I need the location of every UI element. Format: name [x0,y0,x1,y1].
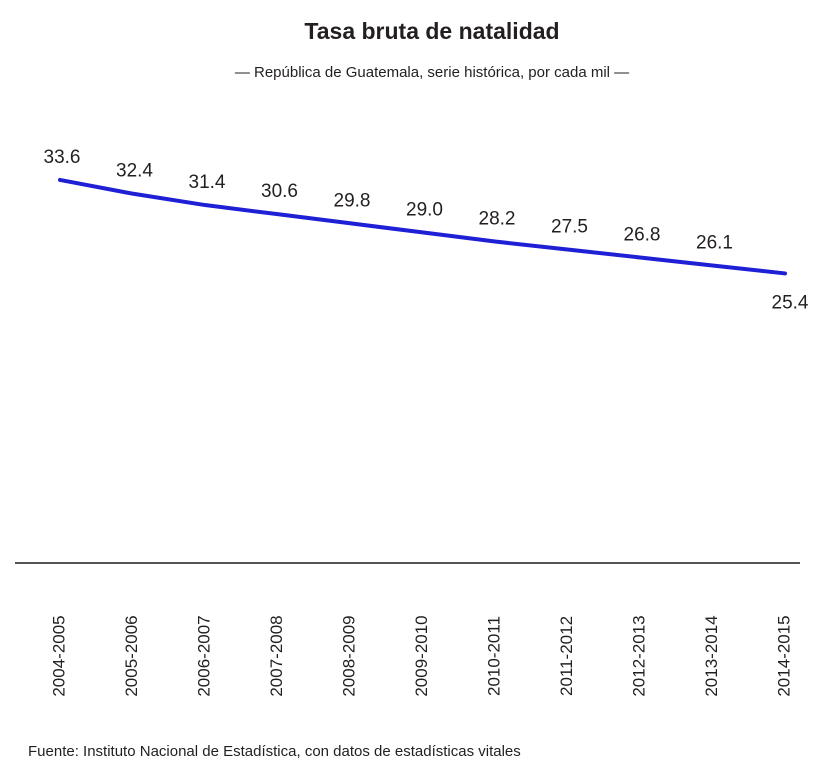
data-label: 25.4 [772,292,809,313]
data-label: 26.8 [624,224,661,245]
data-label: 29.8 [334,190,371,211]
x-tick-label: 2008-2009 [339,615,358,696]
x-tick-label: 2009-2010 [412,615,431,696]
data-label: 31.4 [189,172,226,193]
data-label: 30.6 [261,181,298,202]
data-label: 26.1 [696,232,733,253]
data-label: 27.5 [551,217,588,238]
x-tick-label: 2007-2008 [267,615,286,696]
source-note: Fuente: Instituto Nacional de Estadístic… [28,743,521,760]
data-label: 28.2 [479,209,516,230]
x-tick-label: 2014-2015 [774,615,793,696]
x-tick-label: 2010-2011 [484,616,503,696]
x-tick-label: 2013-2014 [702,615,721,696]
x-tick-label: 2011-2012 [557,616,576,696]
data-label: 33.6 [44,147,81,168]
chart-title: Tasa bruta de natalidad [304,18,559,44]
x-tick-label: 2005-2006 [122,615,141,696]
x-tick-label: 2006-2007 [194,615,213,696]
x-tick-label: 2004-2005 [49,615,68,696]
chart-subtitle: — República de Guatemala, serie históric… [235,64,629,81]
data-line [58,177,787,276]
data-label: 32.4 [116,161,153,182]
data-label: 29.0 [406,199,443,220]
x-tick-label: 2012-2013 [629,615,648,696]
